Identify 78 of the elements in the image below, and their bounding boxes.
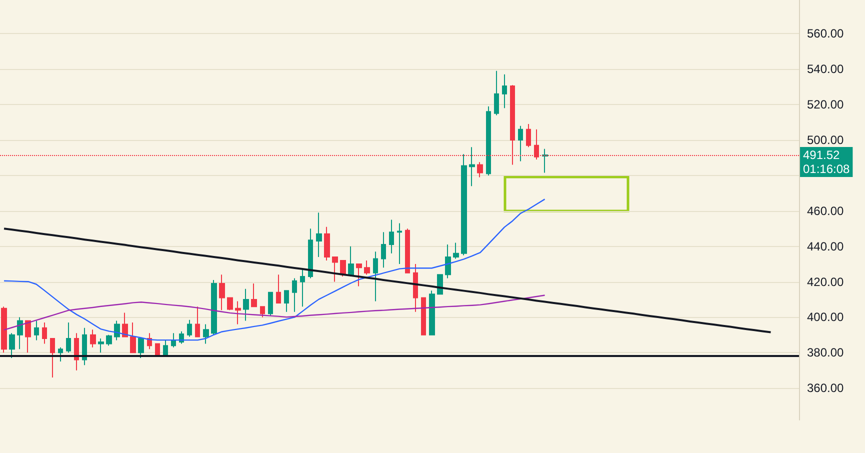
candlestick [348, 246, 354, 277]
y-tick-label: 380.00 [807, 346, 844, 360]
candlestick [276, 274, 281, 304]
candlestick [260, 306, 265, 318]
y-tick-label: 540.00 [807, 62, 844, 76]
candlestick [122, 312, 128, 338]
y-tick-label: 420.00 [807, 274, 844, 289]
y-tick-label: 520.00 [807, 98, 844, 112]
candlestick [34, 320, 39, 341]
candlestick [25, 320, 31, 354]
candlestick [1, 306, 7, 354]
candlestick [445, 244, 451, 279]
candlestick [405, 228, 410, 274]
candlestick [332, 256, 338, 282]
candlestick [235, 300, 241, 325]
candlestick [211, 280, 217, 336]
candlestick [292, 278, 297, 312]
candlestick [300, 268, 305, 308]
candlestick [526, 124, 531, 148]
text: 01:16:08 [803, 162, 850, 176]
candlestick [130, 322, 136, 354]
candlestick [219, 274, 225, 311]
line-series [3, 228, 772, 334]
candlestick [397, 222, 402, 265]
y-tick-label: 440.00 [807, 239, 844, 254]
candlestick [251, 283, 257, 308]
candlestick [17, 316, 23, 350]
candlestick [324, 226, 330, 262]
candlestick [58, 346, 63, 362]
candlestick [469, 146, 475, 187]
candlestick [163, 340, 168, 357]
candlestick [518, 125, 523, 162]
candlestick [9, 332, 15, 358]
y-tick-label: 400.00 [807, 310, 844, 324]
candlestick [453, 242, 459, 260]
candlestick [82, 327, 87, 366]
candlestick [66, 322, 71, 354]
y-tick-label: 560.00 [807, 26, 844, 41]
candlestick [340, 260, 346, 277]
ref-line-label: 491.52 [803, 148, 840, 162]
candlestick [195, 306, 200, 338]
candlestick [308, 228, 313, 279]
candlestick [138, 338, 144, 358]
y-tick-label: 500.00 [807, 133, 844, 147]
y-tick-label: 460.00 [807, 204, 844, 218]
candlestick [389, 219, 394, 254]
candlestick [114, 320, 120, 341]
candlestick [316, 212, 322, 258]
candlestick [502, 74, 507, 109]
candlestick [284, 290, 289, 312]
candlestick [50, 338, 55, 378]
candlestick [171, 332, 176, 348]
candlestick [542, 148, 548, 174]
candlestick [227, 297, 233, 311]
candlestick [243, 288, 249, 322]
candlestick [203, 324, 209, 344]
candlestick [106, 334, 112, 346]
candlestick [90, 329, 96, 348]
candlestick [461, 154, 467, 256]
candlestick [187, 319, 192, 338]
candlestick [381, 232, 386, 268]
candlestick [477, 162, 483, 178]
candlestick [268, 292, 273, 316]
candlestick [429, 290, 435, 336]
y-tick-label: 360.00 [807, 381, 844, 396]
candlestick [486, 106, 491, 176]
candlestick [42, 322, 47, 344]
candlestick [494, 70, 499, 116]
line-series [3, 198, 546, 341]
candlestick [364, 260, 370, 276]
candlestick [155, 343, 160, 357]
candlestick [98, 338, 104, 354]
candlestick [421, 297, 426, 336]
candlestick [356, 264, 362, 287]
candlestick [373, 251, 378, 302]
candlestick [74, 332, 79, 371]
candlestick [413, 264, 418, 312]
line-series [3, 294, 546, 331]
